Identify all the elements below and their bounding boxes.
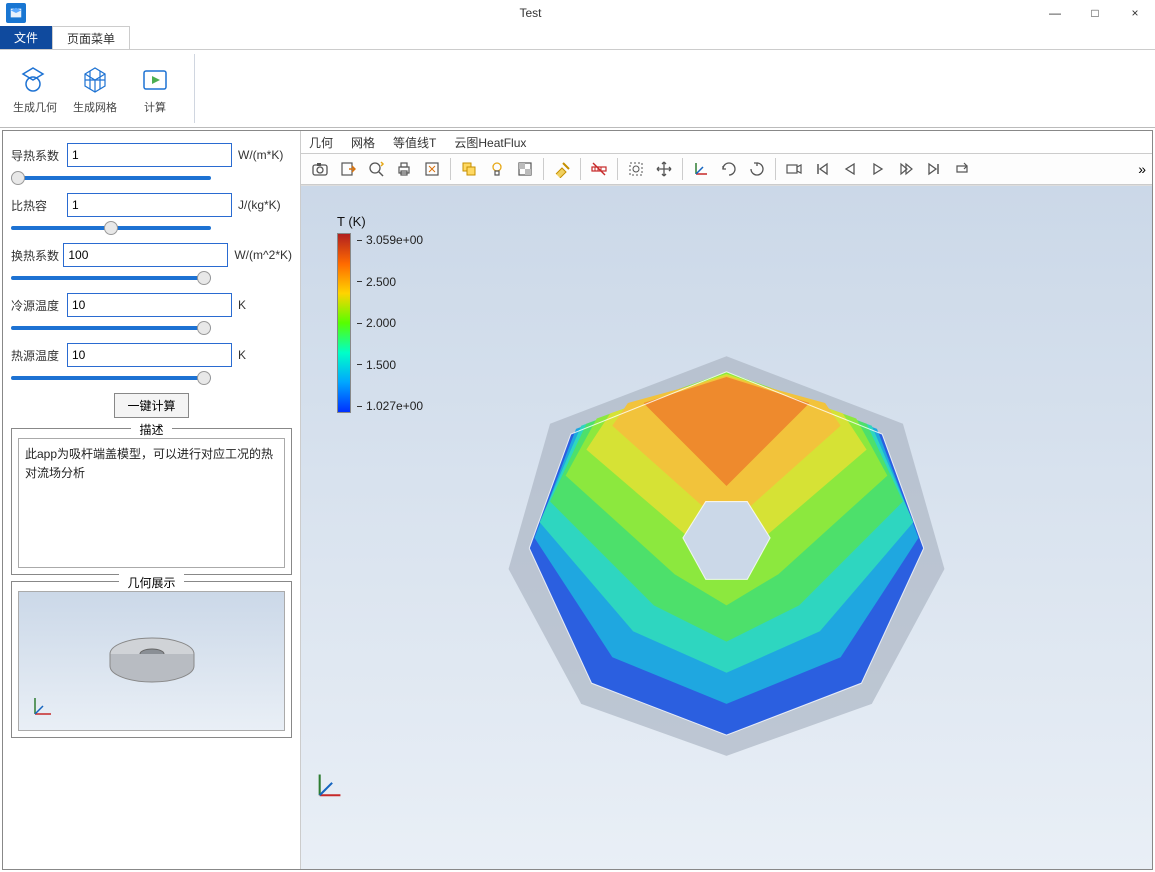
hot-temp-unit: K <box>236 348 246 362</box>
main-body: 导热系数 W/(m*K) 比热容 J/(kg*K) 换热系数 W/(m^2*K)… <box>2 130 1153 870</box>
heat-transfer-unit: W/(m^2*K) <box>232 248 292 262</box>
tab-file[interactable]: 文件 <box>0 26 53 49</box>
mesh-icon <box>78 63 112 97</box>
heat-transfer-input[interactable] <box>63 243 228 267</box>
clear-button[interactable] <box>549 156 575 182</box>
last-frame-button[interactable] <box>921 156 947 182</box>
generate-mesh-label: 生成网格 <box>73 99 117 115</box>
description-fieldset: 描述 此app为吸杆端盖模型，可以进行对应工况的热对流场分析 <box>11 428 292 575</box>
generate-geometry-label: 生成几何 <box>13 99 57 115</box>
viewport-toolbar: » <box>301 153 1152 185</box>
pan-button[interactable] <box>651 156 677 182</box>
tab-contour[interactable]: 云图HeatFlux <box>454 134 526 151</box>
transparency-button[interactable] <box>512 156 538 182</box>
tab-mesh[interactable]: 网格 <box>351 134 375 151</box>
param-hot-temp: 热源温度 K <box>11 343 292 367</box>
view-tabs: 几何 网格 等值线T 云图HeatFlux <box>301 131 1152 153</box>
menu-bar: 文件 页面菜单 <box>0 26 1155 50</box>
play-button[interactable] <box>865 156 891 182</box>
generate-mesh-button[interactable]: 生成网格 <box>68 54 122 123</box>
tab-geometry[interactable]: 几何 <box>309 134 333 151</box>
reset-view-button[interactable] <box>744 156 770 182</box>
param-cold-temp: 冷源温度 K <box>11 293 292 317</box>
thermal-conductivity-unit: W/(m*K) <box>236 148 283 162</box>
snapshot-button[interactable] <box>307 156 333 182</box>
maximize-button[interactable]: □ <box>1075 0 1115 26</box>
close-button[interactable]: × <box>1115 0 1155 26</box>
viewport[interactable]: T (K) 3.059e+00 2.500 2.000 1.500 1.027e… <box>301 185 1152 869</box>
prev-frame-button[interactable] <box>837 156 863 182</box>
rotate-button[interactable] <box>716 156 742 182</box>
cold-temp-input[interactable] <box>67 293 232 317</box>
heat-transfer-slider[interactable] <box>11 276 211 280</box>
thermal-conductivity-input[interactable] <box>67 143 232 167</box>
geometry-thumbnail[interactable] <box>18 591 285 731</box>
compute-button[interactable]: 计算 <box>128 54 182 123</box>
description-text: 此app为吸杆端盖模型，可以进行对应工况的热对流场分析 <box>18 438 285 568</box>
cold-temp-unit: K <box>236 298 246 312</box>
light-button[interactable] <box>484 156 510 182</box>
thermal-conductivity-label: 导热系数 <box>11 147 63 164</box>
geometry-preview-fieldset: 几何展示 <box>11 581 292 738</box>
canvas-pane: 几何 网格 等值线T 云图HeatFlux <box>301 131 1152 869</box>
specific-heat-slider[interactable] <box>11 226 211 230</box>
annotate-button[interactable] <box>419 156 445 182</box>
geometry-icon <box>18 63 52 97</box>
print-button[interactable] <box>391 156 417 182</box>
compute-icon <box>138 63 172 97</box>
toolbar-overflow-button[interactable]: » <box>1138 161 1146 177</box>
loop-button[interactable] <box>949 156 975 182</box>
thermal-conductivity-slider[interactable] <box>11 176 211 180</box>
tab-page-menu[interactable]: 页面菜单 <box>53 26 130 49</box>
next-frame-button[interactable] <box>893 156 919 182</box>
cold-temp-label: 冷源温度 <box>11 297 63 314</box>
export-button[interactable] <box>335 156 361 182</box>
one-click-calculate-button[interactable]: 一键计算 <box>114 393 188 418</box>
description-legend: 描述 <box>131 421 171 438</box>
title-bar: Test — □ × <box>0 0 1155 26</box>
window-title: Test <box>26 6 1035 20</box>
zoom-extents-button[interactable] <box>363 156 389 182</box>
axes-config-button[interactable] <box>688 156 714 182</box>
sidebar: 导热系数 W/(m*K) 比热容 J/(kg*K) 换热系数 W/(m^2*K)… <box>3 131 301 869</box>
param-thermal-conductivity: 导热系数 W/(m*K) <box>11 143 292 167</box>
cold-temp-slider[interactable] <box>11 326 211 330</box>
axis-triad-icon <box>29 692 57 720</box>
ribbon: 生成几何 生成网格 计算 <box>0 50 1155 128</box>
generate-geometry-button[interactable]: 生成几何 <box>8 54 62 123</box>
compute-label: 计算 <box>144 99 166 115</box>
axis-triad-icon <box>320 774 341 795</box>
geometry-preview-legend: 几何展示 <box>119 574 183 591</box>
measure-button[interactable] <box>586 156 612 182</box>
selection-button[interactable] <box>456 156 482 182</box>
app-icon <box>6 3 26 23</box>
hot-temp-input[interactable] <box>67 343 232 367</box>
specific-heat-unit: J/(kg*K) <box>236 198 281 212</box>
param-specific-heat: 比热容 J/(kg*K) <box>11 193 292 217</box>
hot-temp-slider[interactable] <box>11 376 211 380</box>
specific-heat-label: 比热容 <box>11 197 63 214</box>
heat-transfer-label: 换热系数 <box>11 247 59 264</box>
first-frame-button[interactable] <box>809 156 835 182</box>
zoom-box-button[interactable] <box>623 156 649 182</box>
hot-temp-label: 热源温度 <box>11 347 63 364</box>
tab-isoline[interactable]: 等值线T <box>393 134 436 151</box>
specific-heat-input[interactable] <box>67 193 232 217</box>
ring-geometry-icon <box>92 626 212 696</box>
contour-plot <box>301 186 1152 869</box>
minimize-button[interactable]: — <box>1035 0 1075 26</box>
animation-record-button[interactable] <box>781 156 807 182</box>
param-heat-transfer: 换热系数 W/(m^2*K) <box>11 243 292 267</box>
